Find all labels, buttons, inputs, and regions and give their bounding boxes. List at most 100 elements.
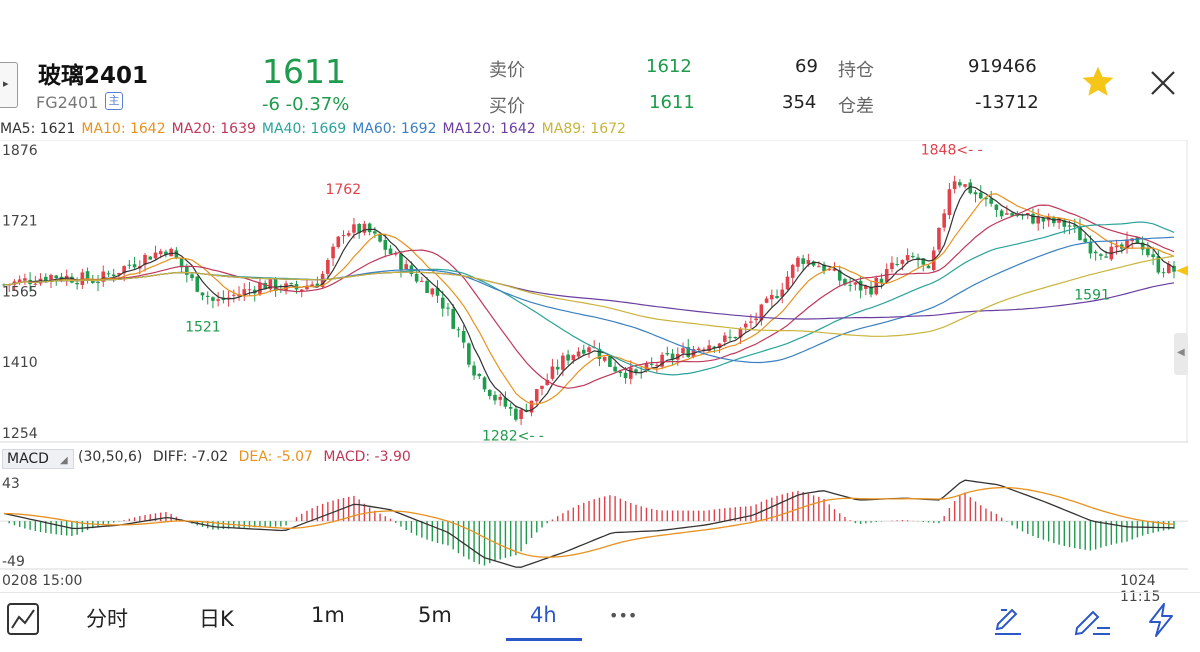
candle-body (728, 336, 732, 338)
macd-macd: MACD: -3.90 (323, 449, 411, 465)
candle-body (1057, 218, 1061, 223)
candle-body (341, 235, 346, 237)
tab-daily-k[interactable]: 日K (199, 607, 234, 631)
candle-body (545, 379, 550, 386)
candle-body (420, 280, 424, 282)
favorite-star-icon[interactable] (1080, 64, 1116, 104)
candle-body (853, 282, 858, 285)
candle-body (430, 288, 435, 295)
tab-1m[interactable]: 1m (311, 603, 345, 627)
candle-body (435, 287, 440, 296)
candle-body (487, 389, 492, 397)
candle-body (1166, 264, 1171, 274)
candle-body (211, 297, 215, 301)
candle-body (963, 184, 967, 187)
candle-body (649, 363, 654, 365)
candle-body (890, 262, 894, 270)
candle-body (320, 273, 325, 287)
macd-chart: 43 -49 (0, 476, 1188, 570)
candle-body (414, 273, 419, 282)
candle-body (54, 275, 59, 279)
candle-body (655, 364, 659, 366)
candle-body (1088, 241, 1093, 254)
candle-body (827, 269, 832, 271)
main-contract-badge: 主 (105, 92, 123, 110)
candle-body (305, 285, 309, 290)
draw-tool-icon[interactable] (990, 602, 1026, 642)
candle-body (383, 240, 388, 250)
candle-body (164, 251, 168, 255)
bid-price: 1611 (649, 92, 695, 113)
candle-body (1140, 242, 1145, 250)
candle-body (550, 366, 555, 379)
candle-body (143, 254, 147, 265)
candle-body (660, 354, 664, 367)
candle-body (200, 292, 205, 296)
candle-body (106, 273, 111, 275)
candle-body (289, 283, 294, 285)
candle-body (232, 294, 236, 296)
candle-body (529, 400, 534, 413)
candle-body (425, 280, 429, 293)
more-tabs-button[interactable]: ••• (609, 606, 638, 625)
macd-indicator-selector[interactable]: MACD (2, 449, 74, 469)
candle-body (749, 321, 753, 323)
candle-body (754, 318, 758, 321)
status-bar-area (0, 0, 1200, 48)
tab-intraday[interactable]: 分时 (86, 607, 128, 631)
edit-note-icon[interactable] (1073, 602, 1113, 642)
candle-body (2, 284, 6, 286)
oi-change-label: 仓差 (838, 96, 874, 117)
candle-body (613, 366, 617, 372)
ma-legend-item: MA40: 1669 (261, 121, 347, 137)
candle-body (310, 284, 314, 287)
candle-body (999, 210, 1004, 217)
lightning-icon[interactable] (1145, 602, 1177, 642)
candle-body (1062, 220, 1067, 227)
candle-body (623, 372, 628, 379)
candle-body (618, 371, 623, 374)
candle-body (456, 329, 461, 331)
candle-body (90, 280, 95, 283)
candle-body (587, 347, 591, 353)
macd-diff-line (3, 479, 1175, 568)
macd-axis-tick-label: 43 (2, 476, 20, 492)
side-panel-toggle[interactable]: ▸ (0, 62, 18, 108)
bid-label: 买价 (489, 96, 525, 117)
candle-body (96, 281, 100, 284)
ma-line (3, 185, 1175, 412)
expand-panel-handle[interactable]: ◀ (1174, 333, 1188, 375)
candle-body (273, 278, 278, 291)
candle-body (817, 266, 821, 268)
open-interest-value: 919466 (968, 56, 1037, 77)
candle-body (242, 289, 247, 295)
macd-axis-tick-label: -49 (2, 554, 25, 570)
oi-change-value: -13712 (975, 92, 1039, 113)
candle-body (822, 264, 826, 272)
candle-body (905, 255, 910, 261)
candle-body (440, 297, 445, 309)
candle-body (926, 265, 931, 269)
ma-line (3, 204, 1175, 389)
candle-body (1146, 248, 1150, 256)
close-icon[interactable] (1148, 68, 1178, 102)
ma-legend-item: MA89: 1672 (541, 121, 626, 137)
candle-body (346, 233, 351, 236)
candle-body (733, 337, 738, 339)
candlestick-chart[interactable]: 1762 1521 1282<- - 1848<- - 1591 1876 1721 1565… (0, 140, 1188, 443)
candle-body (17, 279, 22, 283)
candle-body (498, 396, 503, 400)
candle-body (576, 351, 581, 357)
candle-body (723, 335, 727, 342)
tab-5m[interactable]: 5m (418, 603, 452, 627)
candle-body (743, 323, 748, 328)
candle-body (775, 296, 779, 298)
candle-body (1135, 237, 1140, 244)
candle-body (367, 223, 372, 233)
line-chart-icon[interactable] (6, 602, 40, 640)
price-annotation: 1848<- - (921, 143, 983, 159)
candle-body (1093, 251, 1098, 254)
candle-body (937, 227, 941, 250)
tab-4h[interactable]: 4h (530, 603, 557, 627)
candle-body (268, 279, 273, 290)
